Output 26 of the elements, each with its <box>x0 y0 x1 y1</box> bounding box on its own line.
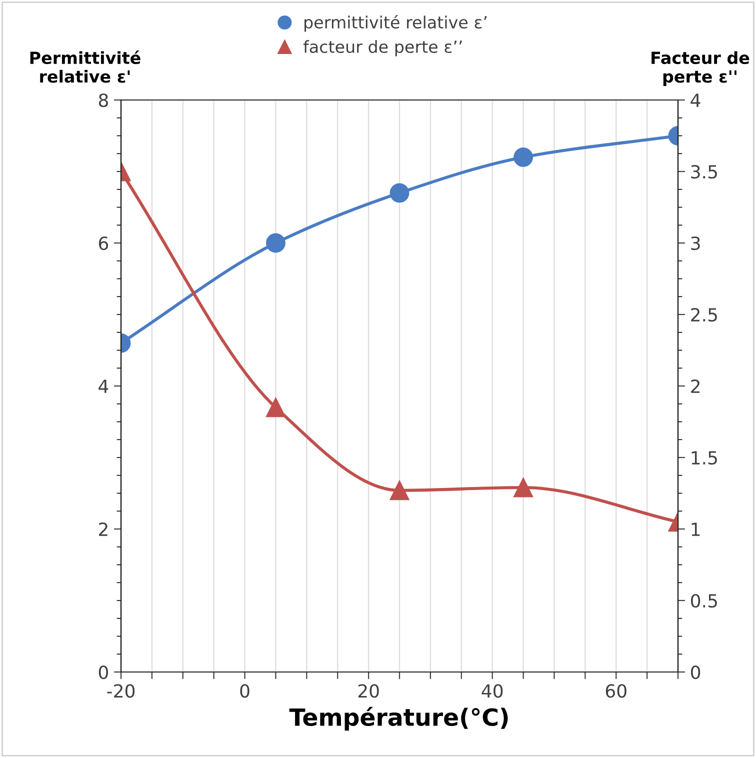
y2-tick-label: 2.5 <box>691 308 717 322</box>
y2-tick-label: 1 <box>692 522 700 536</box>
x-tick-label: 0 <box>240 684 250 698</box>
y2-tick-label: 1.5 <box>692 451 717 465</box>
x-axis-title: Température(°C) <box>289 706 508 731</box>
y-tick-label: 6 <box>98 236 108 250</box>
point <box>390 480 410 500</box>
y-tick-label: 4 <box>98 380 108 393</box>
y2-tick-label: 0 <box>690 665 700 680</box>
y-tick-label: 8 <box>98 93 108 108</box>
y2-axis-title: Facteur de perte ε'' <box>652 51 750 86</box>
y-tick-label: 0 <box>98 665 108 680</box>
x-tick-label: 40 <box>482 684 503 698</box>
y2-tick-label: 3 <box>691 236 700 250</box>
y-tick-label: 2 <box>99 522 108 536</box>
legend-label: permittivité relative ε’ <box>304 15 487 32</box>
y2-tick-label: 3.5 <box>691 164 717 179</box>
point <box>390 183 410 203</box>
x-tick-label: 20 <box>358 684 379 698</box>
x-tick-label: -20 <box>107 684 135 698</box>
y-axis-title: Permittivité relative ε' <box>30 50 140 83</box>
y2-tick-label: 2 <box>691 379 700 393</box>
y2-tick-label: 4 <box>690 94 700 107</box>
legend-label: facteur de perte ε’’ <box>303 40 462 56</box>
x-tick-label: 60 <box>606 684 626 698</box>
y2-tick-label: 0.5 <box>690 594 717 608</box>
